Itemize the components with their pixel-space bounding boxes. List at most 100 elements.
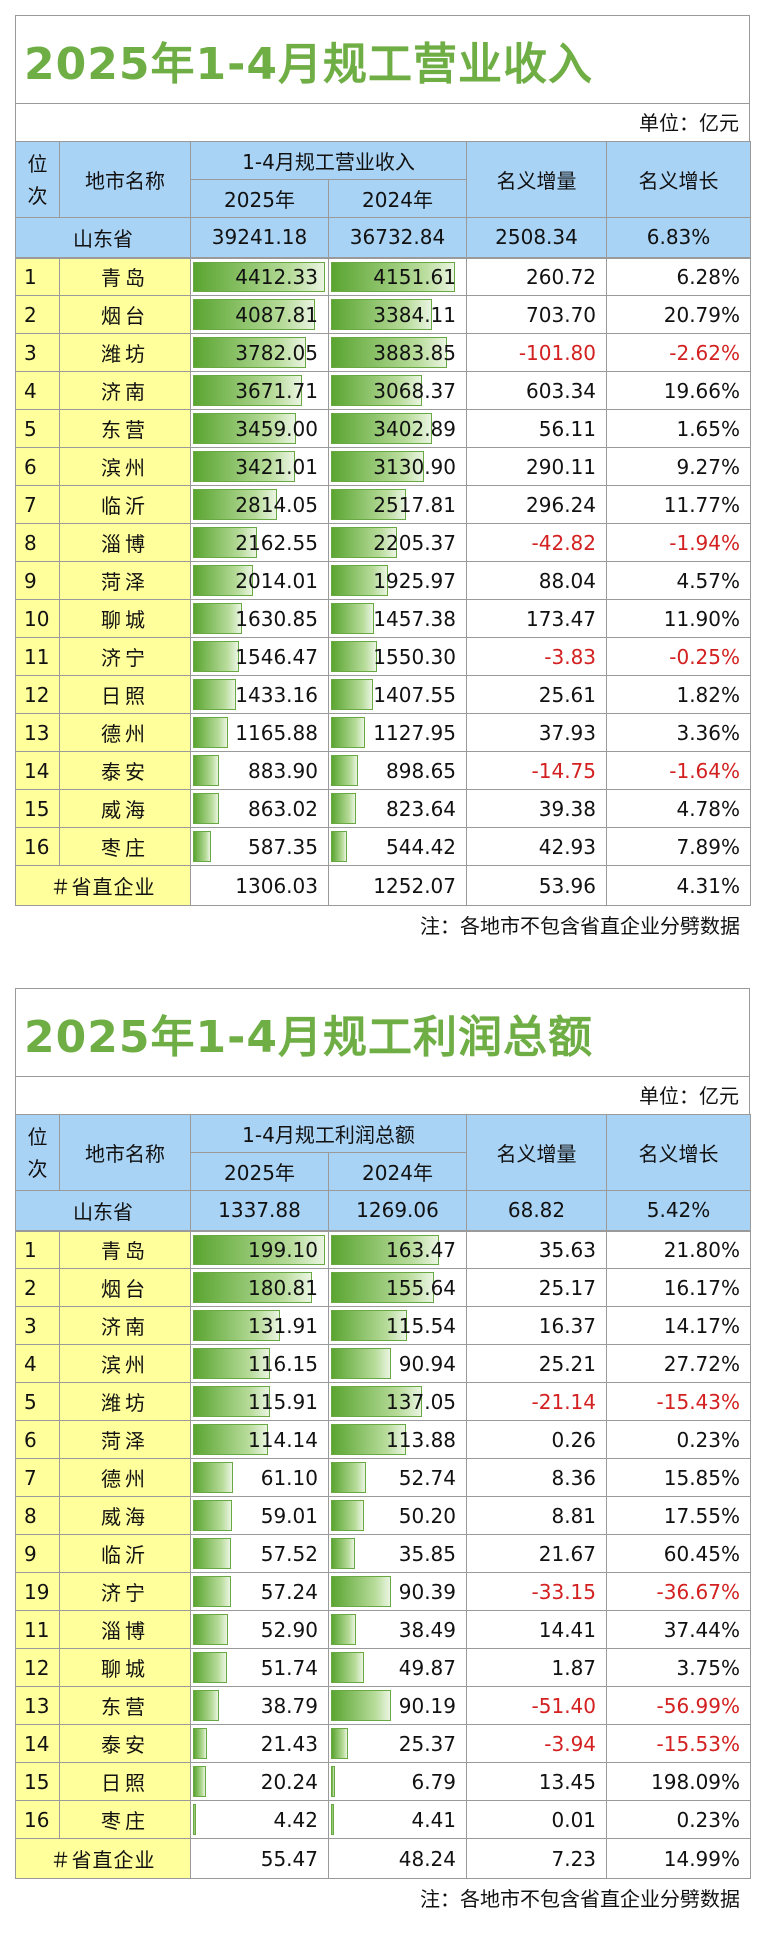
growth-value: 0.23% — [606, 1800, 752, 1839]
value-2024: 25.37 — [398, 1731, 457, 1756]
bar-2025 — [193, 261, 325, 292]
increase-value: 173.47 — [466, 599, 608, 638]
city-name: 东营 — [59, 1686, 191, 1725]
bar-cell-2025: 3421.01 — [190, 447, 329, 486]
city-name: 临沂 — [59, 1534, 191, 1573]
bar-2025 — [193, 1728, 208, 1759]
bar-cell-2025: 38.79 — [190, 1686, 329, 1725]
header-growth: 名义增长 — [606, 1114, 752, 1191]
increase-value: 56.11 — [466, 409, 608, 448]
bar-2024 — [331, 451, 425, 482]
province-growth: 5.42% — [606, 1190, 752, 1231]
city-name: 德州 — [59, 1458, 191, 1497]
city-name: 菏泽 — [59, 1420, 191, 1459]
bar-cell-2024: 1457.38 — [327, 599, 468, 638]
table-row: 11 济宁 1546.47 1550.30 -3.83 -0.25% — [15, 637, 752, 676]
footnote: 注：各地市不包含省直企业分劈数据 — [420, 914, 740, 938]
value-2025: 2814.05 — [235, 492, 318, 517]
bar-cell-2025: 51.74 — [190, 1648, 329, 1687]
province-2024: 36732.84 — [327, 217, 468, 258]
bar-cell-2025: 59.01 — [190, 1496, 329, 1535]
increase-value: 703.70 — [466, 295, 608, 334]
rank-cell: 3 — [15, 1306, 60, 1345]
growth-value: 4.78% — [606, 789, 752, 828]
table-row: 5 潍坊 115.91 137.05 -21.14 -15.43% — [15, 1382, 752, 1421]
header-name: 地市名称 — [59, 141, 191, 218]
bar-2025 — [193, 793, 219, 824]
rank-cell: 13 — [15, 1686, 60, 1725]
growth-value: 21.80% — [606, 1229, 752, 1269]
revenue-table: 位次 地市名称 1-4月规工营业收入 名义增量 名义增长 2025年 2024年 山东省 392… — [15, 141, 752, 906]
growth-value: -56.99% — [606, 1686, 752, 1725]
value-2025: 4412.33 — [235, 264, 318, 289]
city-name: 济宁 — [59, 637, 191, 676]
rank-cell: 5 — [15, 409, 60, 448]
rank-cell: 4 — [15, 371, 60, 410]
growth-value: 9.27% — [606, 447, 752, 486]
city-name: 烟台 — [59, 295, 191, 334]
unit-label: 单位：亿元 — [15, 1076, 750, 1114]
province-row: 山东省 39241.18 36732.84 2508.34 6.83% — [15, 217, 752, 258]
value-2025: 3459.00 — [235, 416, 318, 441]
table-row: 11 淄博 52.90 38.49 14.41 37.44% — [15, 1610, 752, 1649]
footer-row: ＃省直企业 55.47 48.24 7.23 14.99% — [15, 1838, 752, 1879]
increase-value: 16.37 — [466, 1306, 608, 1345]
value-2025: 4087.81 — [235, 302, 318, 327]
growth-value: -15.53% — [606, 1724, 752, 1763]
bar-2025 — [193, 1348, 270, 1379]
table-row: 12 聊城 51.74 49.87 1.87 3.75% — [15, 1648, 752, 1687]
province-increase: 2508.34 — [466, 217, 608, 258]
rank-cell: 16 — [15, 1800, 60, 1839]
value-2025: 3421.01 — [235, 454, 318, 479]
bar-cell-2024: 137.05 — [327, 1382, 468, 1421]
increase-value: 14.41 — [466, 1610, 608, 1649]
city-name: 德州 — [59, 713, 191, 752]
province-row: 山东省 1337.88 1269.06 68.82 5.42% — [15, 1190, 752, 1231]
rank-cell: 10 — [15, 599, 60, 638]
growth-value: 11.77% — [606, 485, 752, 524]
city-name: 聊城 — [59, 599, 191, 638]
value-2025: 3671.71 — [235, 378, 318, 403]
city-name: 烟台 — [59, 1268, 191, 1307]
table-row: 15 日照 20.24 6.79 13.45 198.09% — [15, 1762, 752, 1801]
table-row: 1 青岛 199.10 163.47 35.63 21.80% — [15, 1229, 752, 1269]
value-2025: 883.90 — [248, 758, 318, 783]
value-2025: 1546.47 — [235, 644, 318, 669]
rank-cell: 12 — [15, 1648, 60, 1687]
province-name: 山东省 — [15, 1190, 191, 1231]
increase-value: 260.72 — [466, 256, 608, 296]
header-row: 位次 地市名称 1-4月规工营业收入 名义增量 名义增长 — [15, 141, 752, 218]
bar-2025 — [193, 1310, 281, 1341]
footer-growth: 4.31% — [606, 865, 752, 906]
footer-2025: 55.47 — [190, 1838, 329, 1879]
city-name: 菏泽 — [59, 561, 191, 600]
value-2024: 155.64 — [386, 1275, 457, 1300]
rank-cell: 6 — [15, 1420, 60, 1459]
bar-2024 — [331, 1348, 392, 1379]
bar-cell-2025: 115.91 — [190, 1382, 329, 1421]
bar-2024 — [331, 565, 389, 596]
value-2024: 163.47 — [386, 1237, 457, 1262]
bar-2025 — [193, 679, 236, 710]
value-2025: 114.14 — [248, 1427, 318, 1452]
bar-2025 — [193, 1462, 234, 1493]
value-2024: 2517.81 — [373, 492, 457, 517]
bar-2025 — [193, 1652, 228, 1683]
bar-2025 — [193, 717, 228, 748]
value-2024: 3883.85 — [373, 340, 457, 365]
bar-2025 — [193, 1690, 219, 1721]
section-title: 2025年1-4月规工营业收入 — [24, 38, 593, 90]
header-group: 1-4月规工利润总额 — [189, 1114, 468, 1153]
bar-cell-2025: 20.24 — [190, 1762, 329, 1801]
bar-2024 — [331, 1234, 439, 1265]
value-2024: 90.94 — [398, 1351, 457, 1376]
bar-cell-2024: 113.88 — [327, 1420, 468, 1459]
table-row: 8 威海 59.01 50.20 8.81 17.55% — [15, 1496, 752, 1535]
rank-cell: 15 — [15, 789, 60, 828]
rank-cell: 7 — [15, 485, 60, 524]
growth-value: 14.17% — [606, 1306, 752, 1345]
value-2024: 4.41 — [411, 1807, 457, 1832]
bar-2025 — [193, 489, 277, 520]
bar-2024 — [331, 1272, 434, 1303]
rank-cell: 1 — [15, 256, 60, 296]
